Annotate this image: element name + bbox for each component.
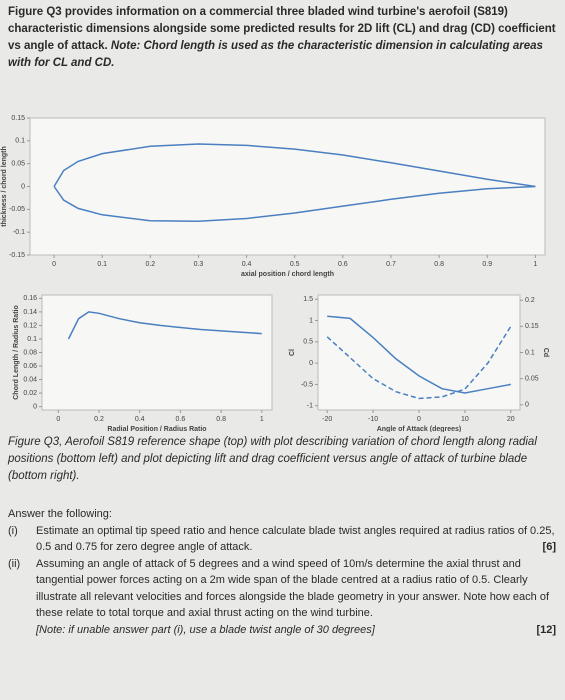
x-axis-label: axial position / chord length: [241, 271, 334, 278]
question: (i) Estimate an optimal tip speed ratio …: [8, 523, 556, 556]
question-note: [Note: if unable answer part (i), use a …: [36, 623, 375, 636]
y-tick-label: 1: [309, 317, 313, 324]
y-tick-label: 0.04: [23, 376, 37, 383]
caption: Figure Q3, Aerofoil S819 reference shape…: [8, 436, 537, 482]
figure: 0 0.1 0.2 0.3 0.4 0.5 0.6 0.7 0.8 0.9 1 -0.15 -0.1 -0…: [1, 115, 549, 432]
y-tick-label: 0.16: [23, 295, 37, 302]
question-marks: [12]: [536, 623, 556, 636]
y-tick-label: -0.5: [301, 381, 313, 388]
question-marks: [6]: [542, 541, 556, 553]
x-tick-label: 0.6: [338, 261, 348, 268]
questions-heading: Answer the following:: [8, 508, 112, 520]
y2-tick-label: 0.2: [525, 297, 535, 304]
series-line: [326, 326, 512, 400]
y-tick-label: 0.14: [23, 309, 37, 316]
y-tick-label: 0.15: [11, 115, 25, 122]
intro-text: Figure Q3 provides information on a comm…: [8, 6, 556, 52]
y2-axis-label: Cd: [542, 348, 549, 357]
question-label: (i): [8, 524, 18, 537]
x-tick-label: 0: [417, 416, 421, 423]
x-tick-label: 0.5: [290, 261, 300, 268]
x-tick-label: 0.9: [482, 261, 492, 268]
y-tick-label: 0.06: [23, 363, 37, 370]
question-text: Assuming an angle of attack of 5 degrees…: [36, 557, 550, 620]
x-tick-label: 20: [507, 416, 515, 423]
x-tick-label: 0.8: [434, 261, 444, 268]
x-tick-label: 10: [461, 416, 469, 423]
x-tick-label: 0.2: [145, 261, 155, 268]
y-tick-label: 1.5: [303, 296, 313, 303]
questions: Answer the following: (i) Estimate an op…: [8, 506, 556, 638]
x-axis-label: Angle of Attack (degrees): [377, 426, 462, 432]
y2-tick-label: 0.05: [525, 375, 539, 382]
y-tick-label: 0: [33, 403, 37, 410]
x-tick-label: 1: [533, 261, 537, 268]
y-tick-label: 0: [309, 360, 313, 367]
x-axis-label: Radial Position / Radius Ratio: [107, 426, 206, 432]
y-axis-label: Chord Length / Radius Ratio: [13, 305, 20, 400]
y-tick-label: 0.05: [11, 161, 25, 168]
y-tick-label: 0.08: [23, 349, 37, 356]
y-tick-label: 0.1: [27, 336, 37, 343]
y-tick-label: -0.1: [13, 229, 25, 236]
x-tick-label: 1: [260, 416, 264, 423]
x-tick-label: 0.7: [386, 261, 396, 268]
x-tick-label: 0.4: [135, 416, 145, 423]
series-line: [53, 143, 536, 188]
y-tick-label: 0.5: [303, 339, 313, 346]
intro: Figure Q3 provides information on a comm…: [8, 4, 556, 72]
y-axis-label: Cl: [289, 349, 296, 356]
y-axis-label: thickness / chord length: [1, 146, 8, 227]
x-tick-label: 0.3: [194, 261, 204, 268]
y2-tick-label: 0: [525, 402, 529, 409]
plot-frame: [29, 117, 546, 256]
x-tick-label: 0.4: [242, 261, 252, 268]
question-text: Estimate an optimal tip speed ratio and …: [36, 524, 555, 554]
series-line: [53, 185, 536, 222]
y-tick-label: -0.15: [9, 252, 25, 259]
x-tick-label: 0.1: [97, 261, 107, 268]
x-tick-label: 0.6: [176, 416, 186, 423]
x-tick-label: 0.8: [216, 416, 226, 423]
x-tick-label: 0: [56, 416, 60, 423]
plot-frame: [317, 294, 521, 411]
x-tick-label: -10: [368, 416, 378, 423]
plot-frame: [41, 294, 273, 411]
y-tick-label: 0.12: [23, 322, 37, 329]
y-tick-label: -1: [307, 403, 313, 410]
y-tick-label: 0.1: [15, 138, 25, 145]
y-tick-label: 0.02: [23, 390, 37, 397]
question: (ii) Assuming an angle of attack of 5 de…: [8, 556, 556, 639]
question-label: (ii): [8, 557, 21, 570]
x-tick-label: 0.2: [94, 416, 104, 423]
x-tick-label: -20: [322, 416, 332, 423]
intro-note: Note: Chord length is used as the charac…: [8, 40, 543, 69]
series-line: [327, 315, 511, 394]
y-tick-label: -0.05: [9, 206, 25, 213]
y2-tick-label: 0.15: [525, 323, 539, 330]
y2-tick-label: 0.1: [525, 349, 535, 356]
series-line: [67, 311, 262, 340]
y-tick-label: 0: [21, 183, 25, 190]
x-tick-label: 0: [52, 261, 56, 268]
